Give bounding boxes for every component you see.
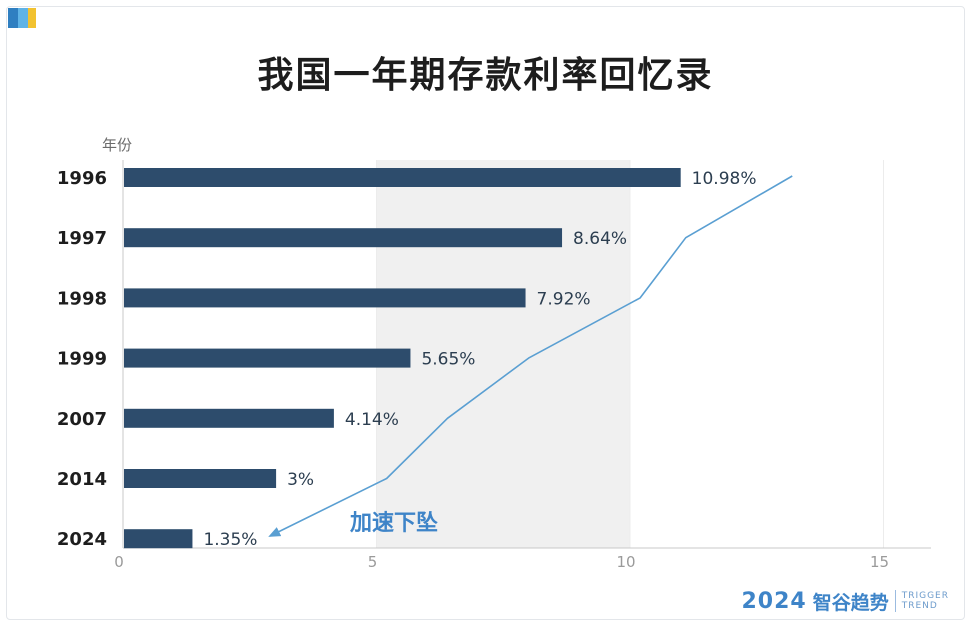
bar-1998 <box>124 288 526 308</box>
data-label-2014: 3% <box>287 470 314 490</box>
corner-logo <box>8 8 42 28</box>
bar-1996 <box>124 168 681 187</box>
category-label-2024: 2024 <box>57 529 107 550</box>
bar-1999 <box>124 348 411 368</box>
brand-logo: 2024 智谷趋势 TRIGGER TREND <box>741 586 949 616</box>
category-label-2007: 2007 <box>57 409 107 430</box>
data-label-2007: 4.14% <box>345 410 399 430</box>
trend-arrow-line <box>268 175 793 537</box>
data-label-1996: 10.98% <box>692 169 757 189</box>
chart-title: 我国一年期存款利率回忆录 <box>257 55 714 96</box>
brand-year: 2024 <box>741 588 807 614</box>
data-label-1999: 5.65% <box>421 350 475 370</box>
x-tick-label: 15 <box>870 553 889 571</box>
data-label-1998: 7.92% <box>537 289 591 309</box>
category-label-1996: 1996 <box>57 168 107 189</box>
data-label-1997: 8.64% <box>573 229 627 249</box>
bar-2014 <box>124 469 277 488</box>
bar-2007 <box>124 408 334 428</box>
bar-2024 <box>124 529 193 549</box>
category-label-1998: 1998 <box>57 288 107 309</box>
data-label-2024: 1.35% <box>203 530 257 550</box>
brand-english: TRIGGER TREND <box>902 591 949 611</box>
shaded-band <box>376 160 630 548</box>
brand-name: 智谷趋势 <box>812 591 889 614</box>
brand-english-line1: TRIGGER <box>901 591 949 601</box>
y-axis-title: 年份 <box>102 136 132 154</box>
annotation-label: 加速下坠 <box>349 510 438 536</box>
x-tick-label: 0 <box>114 553 124 571</box>
bar-1997 <box>124 228 563 248</box>
brand-english-line2: TREND <box>901 601 938 611</box>
x-tick-label: 10 <box>616 553 635 571</box>
category-label-1999: 1999 <box>57 349 107 370</box>
category-label-2014: 2014 <box>57 469 107 490</box>
x-tick-label: 5 <box>368 553 378 571</box>
category-label-1997: 1997 <box>57 228 107 249</box>
